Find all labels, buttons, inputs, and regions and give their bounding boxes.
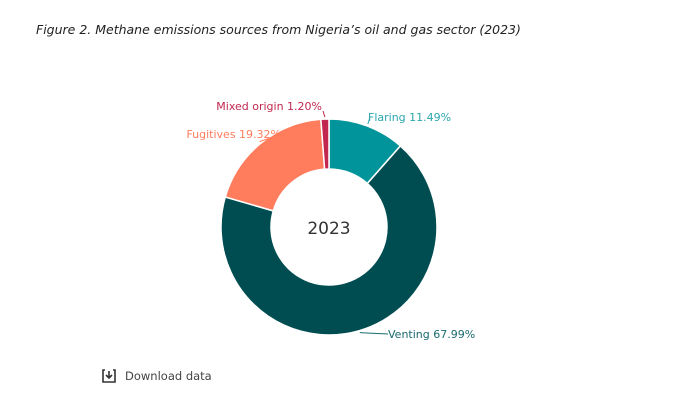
- leader-line: [367, 116, 371, 125]
- data-label: Mixed origin 1.20%: [216, 100, 322, 113]
- slice-mixed-origin[interactable]: [320, 118, 330, 170]
- data-label: Flaring 11.49%: [368, 111, 451, 124]
- slice-venting[interactable]: [220, 144, 438, 336]
- download-data-button[interactable]: Download data: [101, 368, 212, 384]
- leader-line: [259, 133, 283, 143]
- figure-title: Figure 2. Methane emissions sources from…: [36, 22, 521, 37]
- download-icon: [102, 369, 116, 383]
- data-label: Fugitives 19.32%: [186, 128, 281, 141]
- center-label: 2023: [307, 219, 350, 239]
- leader-line: [322, 110, 326, 118]
- download-label: Download data: [125, 369, 212, 383]
- leader-line: [359, 332, 389, 335]
- data-label: Venting 67.99%: [388, 328, 475, 341]
